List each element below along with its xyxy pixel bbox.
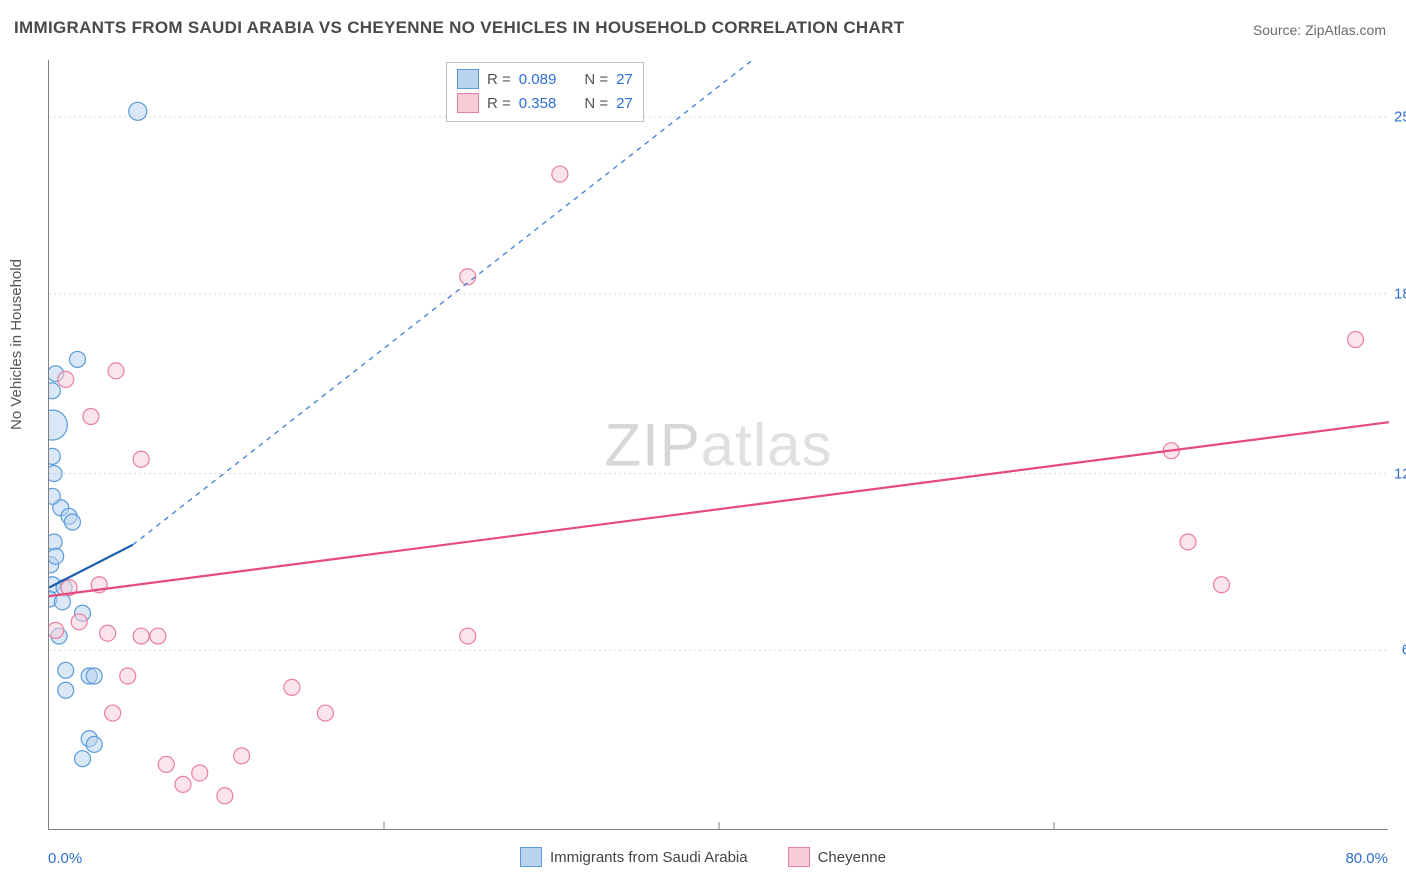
x-legend-item: Immigrants from Saudi Arabia bbox=[520, 847, 748, 867]
y-tick-label: 6.3% bbox=[1394, 642, 1406, 659]
legend-row: R = 0.358 N = 27 bbox=[457, 91, 633, 115]
source-label: Source: ZipAtlas.com bbox=[1253, 22, 1386, 38]
x-legend-label: Cheyenne bbox=[818, 849, 886, 866]
chart-svg bbox=[49, 60, 1389, 830]
y-axis-label: No Vehicles in Household bbox=[8, 259, 25, 430]
legend-row: R = 0.089 N = 27 bbox=[457, 67, 633, 91]
y-tick-label: 25.0% bbox=[1394, 109, 1406, 126]
correlation-legend: R = 0.089 N = 27 R = 0.358 N = 27 bbox=[446, 62, 644, 122]
legend-r-value: 0.358 bbox=[519, 95, 557, 112]
legend-swatch bbox=[788, 847, 810, 867]
legend-swatch bbox=[520, 847, 542, 867]
y-tick-label: 18.8% bbox=[1394, 285, 1406, 302]
legend-n-value: 27 bbox=[616, 71, 633, 88]
plot-area: ZIPatlas 6.3%12.5%18.8%25.0% bbox=[48, 60, 1388, 830]
chart-title: IMMIGRANTS FROM SAUDI ARABIA VS CHEYENNE… bbox=[14, 18, 904, 38]
legend-swatch bbox=[457, 69, 479, 89]
legend-n-label: N = bbox=[584, 95, 608, 112]
x-legend-item: Cheyenne bbox=[788, 847, 886, 867]
legend-r-label: R = bbox=[487, 95, 511, 112]
legend-r-value: 0.089 bbox=[519, 71, 557, 88]
legend-swatch bbox=[457, 93, 479, 113]
legend-r-label: R = bbox=[487, 71, 511, 88]
legend-n-value: 27 bbox=[616, 95, 633, 112]
x-legend-label: Immigrants from Saudi Arabia bbox=[550, 849, 748, 866]
legend-n-label: N = bbox=[584, 71, 608, 88]
y-tick-label: 12.5% bbox=[1394, 465, 1406, 482]
x-legend: Immigrants from Saudi Arabia Cheyenne bbox=[0, 847, 1406, 867]
